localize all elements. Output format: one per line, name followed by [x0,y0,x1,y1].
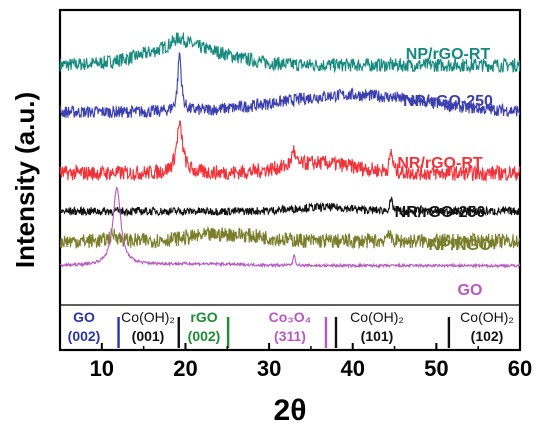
reference-layer: GO (002) Co(OH)₂ (001) rGO (002) Co₃O₄ (311) Co(… [68,309,514,348]
x-axis-label: 2θ [274,394,307,427]
reference-index-6: (102) [471,328,504,344]
reference-index-4: (311) [274,328,306,344]
series-label-np-rgo-rt: NP/rGO-RT [406,46,491,63]
reference-index-3: (002) [188,328,221,344]
series-label-nr-rgo-rt: NR/rGO-RT [397,155,483,172]
x-tick-label-50: 50 [424,356,448,381]
reference-index-1: (002) [68,328,101,344]
series-line-nr-rgo-rt [59,120,521,183]
series-line-go [59,186,521,269]
reference-label-4: Co₃O₄ [269,309,312,325]
x-tick-label-30: 30 [257,356,281,381]
reference-label-6: Co(OH)₂ [460,309,514,325]
x-tick-label-40: 40 [340,356,364,381]
reference-label-5: Co(OH)₂ [350,309,404,325]
reference-index-5: (101) [361,328,394,344]
x-tick-label-10: 10 [90,356,114,381]
series-line-np-ngo [59,225,521,250]
y-axis-label: Intensity (a.u.) [10,92,40,268]
series-label-go: GO [458,282,483,299]
reference-index-2: (001) [132,328,165,344]
reference-label-3: rGO [190,309,217,325]
reference-label-1: GO [73,309,95,325]
series-label-nr-rgo-250: NR/rGO-250 [395,204,486,221]
reference-label-2: Co(OH)₂ [121,309,175,325]
series-layer: NP/rGO-RT NP/rGO-250 NR/rGO-RT NR/rGO-250 NP… [59,32,521,299]
series-line-np-rgo-250 [59,52,521,119]
x-axis: 10 20 30 40 50 60 [59,343,532,381]
series-line-nr-rgo-250 [59,195,521,218]
x-tick-label-20: 20 [173,356,197,381]
series-line-np-rgo-rt [59,32,521,74]
series-label-np-rgo-250: NP/rGO-250 [403,93,493,110]
x-tick-label-60: 60 [508,356,532,381]
series-label-np-ngo: NP/NGO [428,237,491,254]
plot-frame [58,8,522,352]
